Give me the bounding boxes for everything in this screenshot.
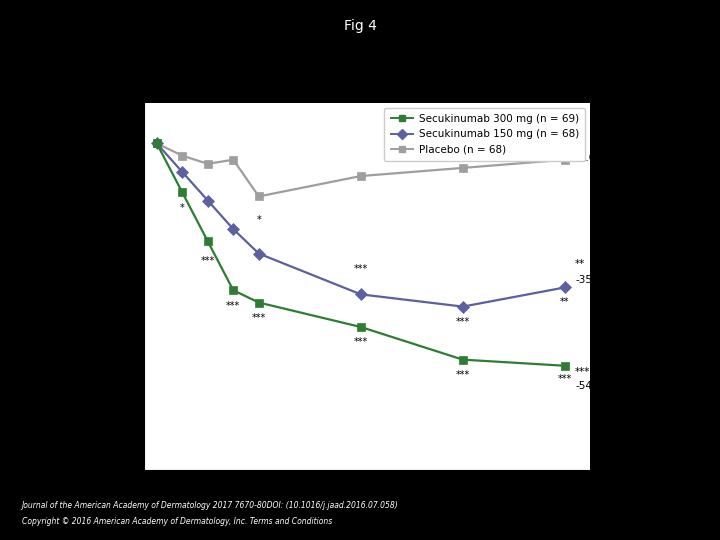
- Text: ***: ***: [558, 374, 572, 384]
- Text: ***: ***: [456, 317, 470, 327]
- Text: ***: ***: [354, 338, 368, 347]
- Text: -35.3%: -35.3%: [575, 275, 612, 285]
- Text: **: **: [575, 259, 585, 269]
- Text: ***: ***: [575, 367, 590, 377]
- Text: **: **: [560, 296, 570, 307]
- Text: ***: ***: [252, 313, 266, 323]
- Text: -54.5%: -54.5%: [575, 381, 612, 391]
- Legend: Secukinumab 300 mg (n = 69), Secukinumab 150 mg (n = 68), Placebo (n = 68): Secukinumab 300 mg (n = 69), Secukinumab…: [384, 108, 585, 161]
- Text: ***: ***: [354, 264, 368, 274]
- Text: ***: ***: [226, 301, 240, 310]
- X-axis label: Week: Week: [343, 497, 391, 512]
- Text: *: *: [180, 202, 184, 213]
- Text: *: *: [256, 215, 261, 225]
- Text: -4.0%: -4.0%: [575, 153, 606, 163]
- Text: ***: ***: [201, 256, 215, 266]
- Text: Journal of the American Academy of Dermatology 2017 7670-80DOI: (10.1016/j.jaad.: Journal of the American Academy of Derma…: [22, 501, 398, 510]
- Text: Fig 4: Fig 4: [343, 19, 377, 33]
- Text: Copyright © 2016 American Academy of Dermatology, Inc. Terms and Conditions: Copyright © 2016 American Academy of Der…: [22, 517, 332, 526]
- Y-axis label: ppPASI % change from baseline: ppPASI % change from baseline: [99, 193, 112, 380]
- Text: ***: ***: [456, 370, 470, 380]
